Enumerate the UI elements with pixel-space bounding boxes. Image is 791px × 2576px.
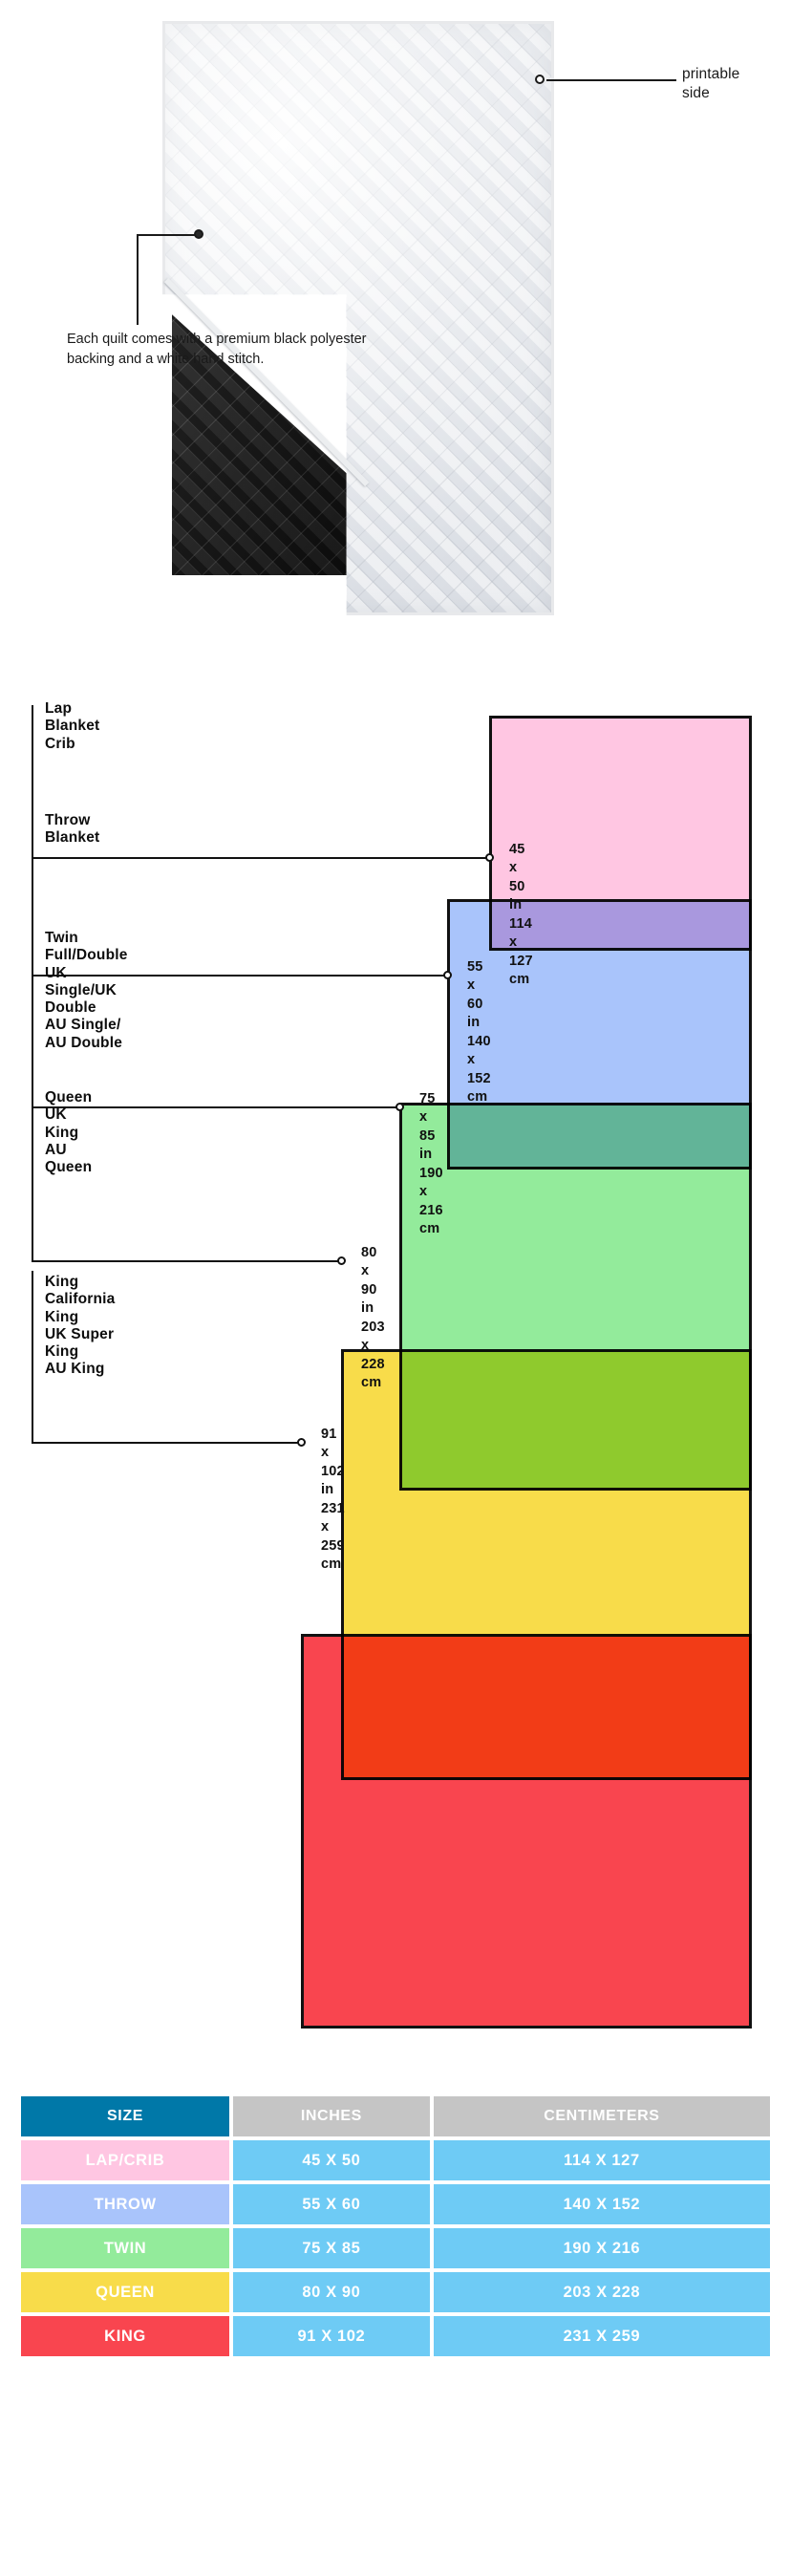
- quilt-illustration: [162, 21, 621, 633]
- size-table: SIZE INCHES CENTIMETERS LAP/CRIB 45 X 50…: [17, 2093, 774, 2360]
- callout-marker-icon-twin: [396, 1103, 404, 1111]
- table-cell-size-name: TWIN: [21, 2228, 229, 2268]
- callout-label-throw: Throw Blanket: [45, 812, 100, 847]
- size-rect-king: [301, 1634, 752, 2029]
- size-comparison-diagram: Lap Blanket Crib 45 x 50 in 114 x 127 cm…: [0, 669, 791, 2093]
- table-cell-size-name: QUEEN: [21, 2272, 229, 2312]
- callout-bracket-vertical: [32, 1271, 33, 1443]
- callout-bracket-horizontal: [32, 1106, 401, 1108]
- callout-bracket-vertical: [32, 705, 33, 858]
- table-header-size: SIZE: [21, 2096, 229, 2136]
- table-cell-centimeters: 140 X 152: [433, 2184, 770, 2224]
- table-header-inches: INCHES: [233, 2096, 430, 2136]
- backing-leader-line-vertical: [137, 234, 139, 325]
- table-cell-inches: 91 X 102: [233, 2316, 430, 2356]
- table-header-centimeters: CENTIMETERS: [433, 2096, 770, 2136]
- callout-dims-throw: 55 x 60 in 140 x 152 cm: [467, 959, 491, 1105]
- callout-label-king: King California King UK Super King AU Ki…: [45, 1274, 116, 1378]
- callout-label-twin: Twin Full/Double UK Single/UK Double AU …: [45, 930, 128, 1051]
- table-cell-centimeters: 190 X 216: [433, 2228, 770, 2268]
- table-cell-centimeters: 231 X 259: [433, 2316, 770, 2356]
- callout-bracket-horizontal: [32, 1260, 343, 1262]
- table-cell-inches: 45 X 50: [233, 2140, 430, 2180]
- printable-side-label: printable side: [682, 66, 740, 101]
- table-row: THROW 55 X 60 140 X 152: [21, 2184, 770, 2224]
- callout-dims-twin: 75 x 85 in 190 x 216 cm: [419, 1091, 443, 1236]
- table-row: LAP/CRIB 45 X 50 114 X 127: [21, 2140, 770, 2180]
- table-cell-size-name: LAP/CRIB: [21, 2140, 229, 2180]
- callout-marker-icon-queen: [337, 1256, 346, 1265]
- table-row: QUEEN 80 X 90 203 X 228: [21, 2272, 770, 2312]
- callout-bracket-vertical: [32, 1089, 33, 1261]
- table-header-row: SIZE INCHES CENTIMETERS: [21, 2096, 770, 2136]
- backing-leader-line-horizontal: [137, 234, 196, 236]
- table-row: KING 91 X 102 231 X 259: [21, 2316, 770, 2356]
- callout-marker-icon-throw: [443, 971, 452, 979]
- callout-marker-icon-king: [297, 1438, 306, 1447]
- callout-marker-icon-lap-crib: [485, 853, 494, 862]
- table-cell-centimeters: 203 X 228: [433, 2272, 770, 2312]
- callout-bracket-horizontal: [32, 1442, 304, 1444]
- table-cell-inches: 55 X 60: [233, 2184, 430, 2224]
- table-row: TWIN 75 X 85 190 X 216: [21, 2228, 770, 2268]
- quilt-hero-section: printable side Each quilt comes with a p…: [0, 0, 791, 631]
- callout-bracket-vertical: [32, 816, 33, 976]
- table-cell-size-name: THROW: [21, 2184, 229, 2224]
- callout-bracket-horizontal: [32, 857, 491, 859]
- table-cell-centimeters: 114 X 127: [433, 2140, 770, 2180]
- table-cell-size-name: KING: [21, 2316, 229, 2356]
- callout-dims-king: 91 x 102 in 231 x 259 cm: [321, 1427, 345, 1572]
- callout-dims-lap-crib: 45 x 50 in 114 x 127 cm: [509, 842, 533, 987]
- callout-label-queen: Queen UK King AU Queen: [45, 1089, 93, 1176]
- callout-bracket-vertical: [32, 934, 33, 1107]
- printable-side-leader-line: [546, 79, 676, 81]
- table-cell-inches: 75 X 85: [233, 2228, 430, 2268]
- table-cell-inches: 80 X 90: [233, 2272, 430, 2312]
- printable-side-marker-icon: [535, 75, 545, 84]
- quilt-caption: Each quilt comes with a premium black po…: [67, 332, 367, 367]
- callout-label-lap-crib: Lap Blanket Crib: [45, 700, 100, 752]
- callout-dims-queen: 80 x 90 in 203 x 228 cm: [361, 1245, 385, 1390]
- callout-bracket-horizontal: [32, 975, 449, 977]
